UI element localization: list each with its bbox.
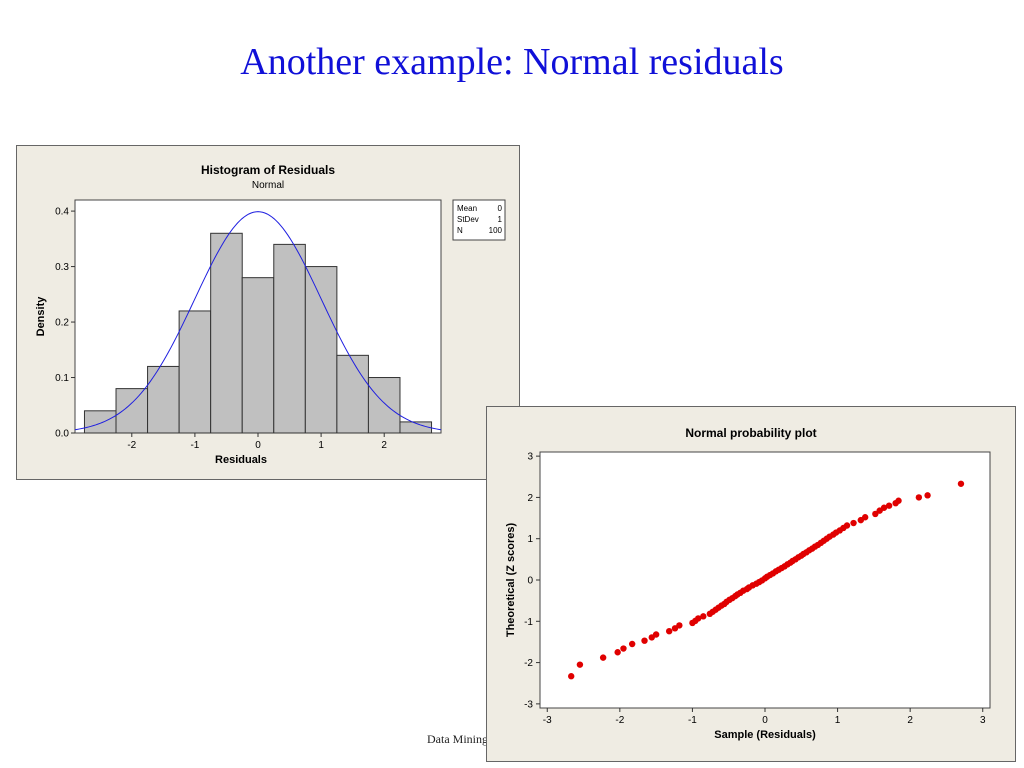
histogram-bar xyxy=(83,410,117,434)
x-tick-label: -2 xyxy=(615,715,624,726)
data-point xyxy=(915,494,923,501)
histogram-bar xyxy=(367,377,401,434)
histogram-bar xyxy=(178,310,212,434)
legend-value: 0 xyxy=(498,204,503,213)
x-tick-label: 3 xyxy=(980,715,986,726)
data-point xyxy=(628,640,636,648)
histogram-bar xyxy=(241,277,275,434)
normal-probability-panel: Normal probability plot -3 -2 -1 0 1 2 3 -3 -2 -1 0… xyxy=(486,406,1016,762)
data-point xyxy=(641,637,648,644)
x-tick-label: 0 xyxy=(762,715,768,726)
x-tick-label: 2 xyxy=(907,715,913,726)
normal-fit-curve xyxy=(74,211,442,431)
data-point xyxy=(895,497,902,504)
footer-text: Data Mining xyxy=(427,732,488,746)
legend-label: N xyxy=(457,226,463,235)
data-point xyxy=(695,615,702,622)
y-tick-label: -3 xyxy=(524,699,533,710)
histogram-bar xyxy=(147,365,180,434)
y-tick-label: 1 xyxy=(527,534,533,545)
x-tick-label: 1 xyxy=(835,715,841,726)
chart-title: Histogram of Residuals xyxy=(201,163,335,177)
x-axis-label: Sample (Residuals) xyxy=(714,729,816,741)
histogram-bar xyxy=(304,266,338,434)
legend-label: StDev xyxy=(457,215,479,224)
histogram-bar xyxy=(273,243,306,434)
data-point xyxy=(620,645,627,652)
data-point xyxy=(576,661,584,668)
histogram-bar xyxy=(336,354,369,434)
chart-subtitle: Normal xyxy=(252,180,284,191)
legend-value: 1 xyxy=(498,215,503,224)
x-tick-label: 1 xyxy=(318,440,324,451)
y-tick-label: -2 xyxy=(524,658,533,669)
histogram-bar xyxy=(115,388,149,434)
chart-title: Normal probability plot xyxy=(685,426,816,440)
data-point xyxy=(700,613,707,620)
normal-probability-chart: Normal probability plot -3 -2 -1 0 1 2 3 -3 -2 -1 0… xyxy=(505,426,991,741)
x-tick-label: 0 xyxy=(255,440,261,451)
data-point xyxy=(850,519,857,527)
x-axis-label: Residuals xyxy=(215,454,267,466)
data-point xyxy=(665,628,673,635)
x-tick-label: 2 xyxy=(381,440,387,451)
data-point xyxy=(843,522,851,529)
y-axis-label: Theoretical (Z scores) xyxy=(505,523,517,638)
y-tick-label: 0.2 xyxy=(55,318,69,329)
data-point xyxy=(614,649,621,656)
histogram-bar xyxy=(210,232,243,434)
legend-value: 100 xyxy=(489,226,503,235)
x-tick-label: -1 xyxy=(688,715,697,726)
slide-title: Another example: Normal residuals xyxy=(240,41,784,83)
data-point xyxy=(885,502,893,509)
data-point xyxy=(924,492,931,499)
y-tick-label: 0.4 xyxy=(55,207,69,218)
x-tick-label: -2 xyxy=(127,440,136,451)
y-tick-label: 0.1 xyxy=(55,373,69,384)
y-axis-label: Density xyxy=(35,296,47,337)
histogram-chart: Histogram of Residuals Normal -2 -1 0 1 2 0.0 0.… xyxy=(35,163,506,466)
y-tick-label: 3 xyxy=(527,452,533,463)
data-point xyxy=(861,514,869,521)
legend-label: Mean xyxy=(457,204,477,213)
histogram-panel: Histogram of Residuals Normal -2 -1 0 1 2 0.0 0.… xyxy=(16,145,520,480)
y-tick-label: 0 xyxy=(527,576,533,587)
data-point xyxy=(957,480,965,487)
data-point xyxy=(652,631,660,638)
data-point xyxy=(872,510,879,518)
y-tick-label: 0.3 xyxy=(55,262,69,273)
data-point xyxy=(599,654,607,661)
x-tick-label: -3 xyxy=(543,715,552,726)
data-point xyxy=(880,504,888,511)
y-tick-label: -1 xyxy=(524,617,533,628)
y-tick-label: 0.0 xyxy=(55,429,69,440)
x-tick-label: -1 xyxy=(190,440,199,451)
data-point xyxy=(676,622,683,629)
data-point xyxy=(568,673,575,680)
y-tick-label: 2 xyxy=(527,493,533,504)
legend-box xyxy=(452,199,506,241)
